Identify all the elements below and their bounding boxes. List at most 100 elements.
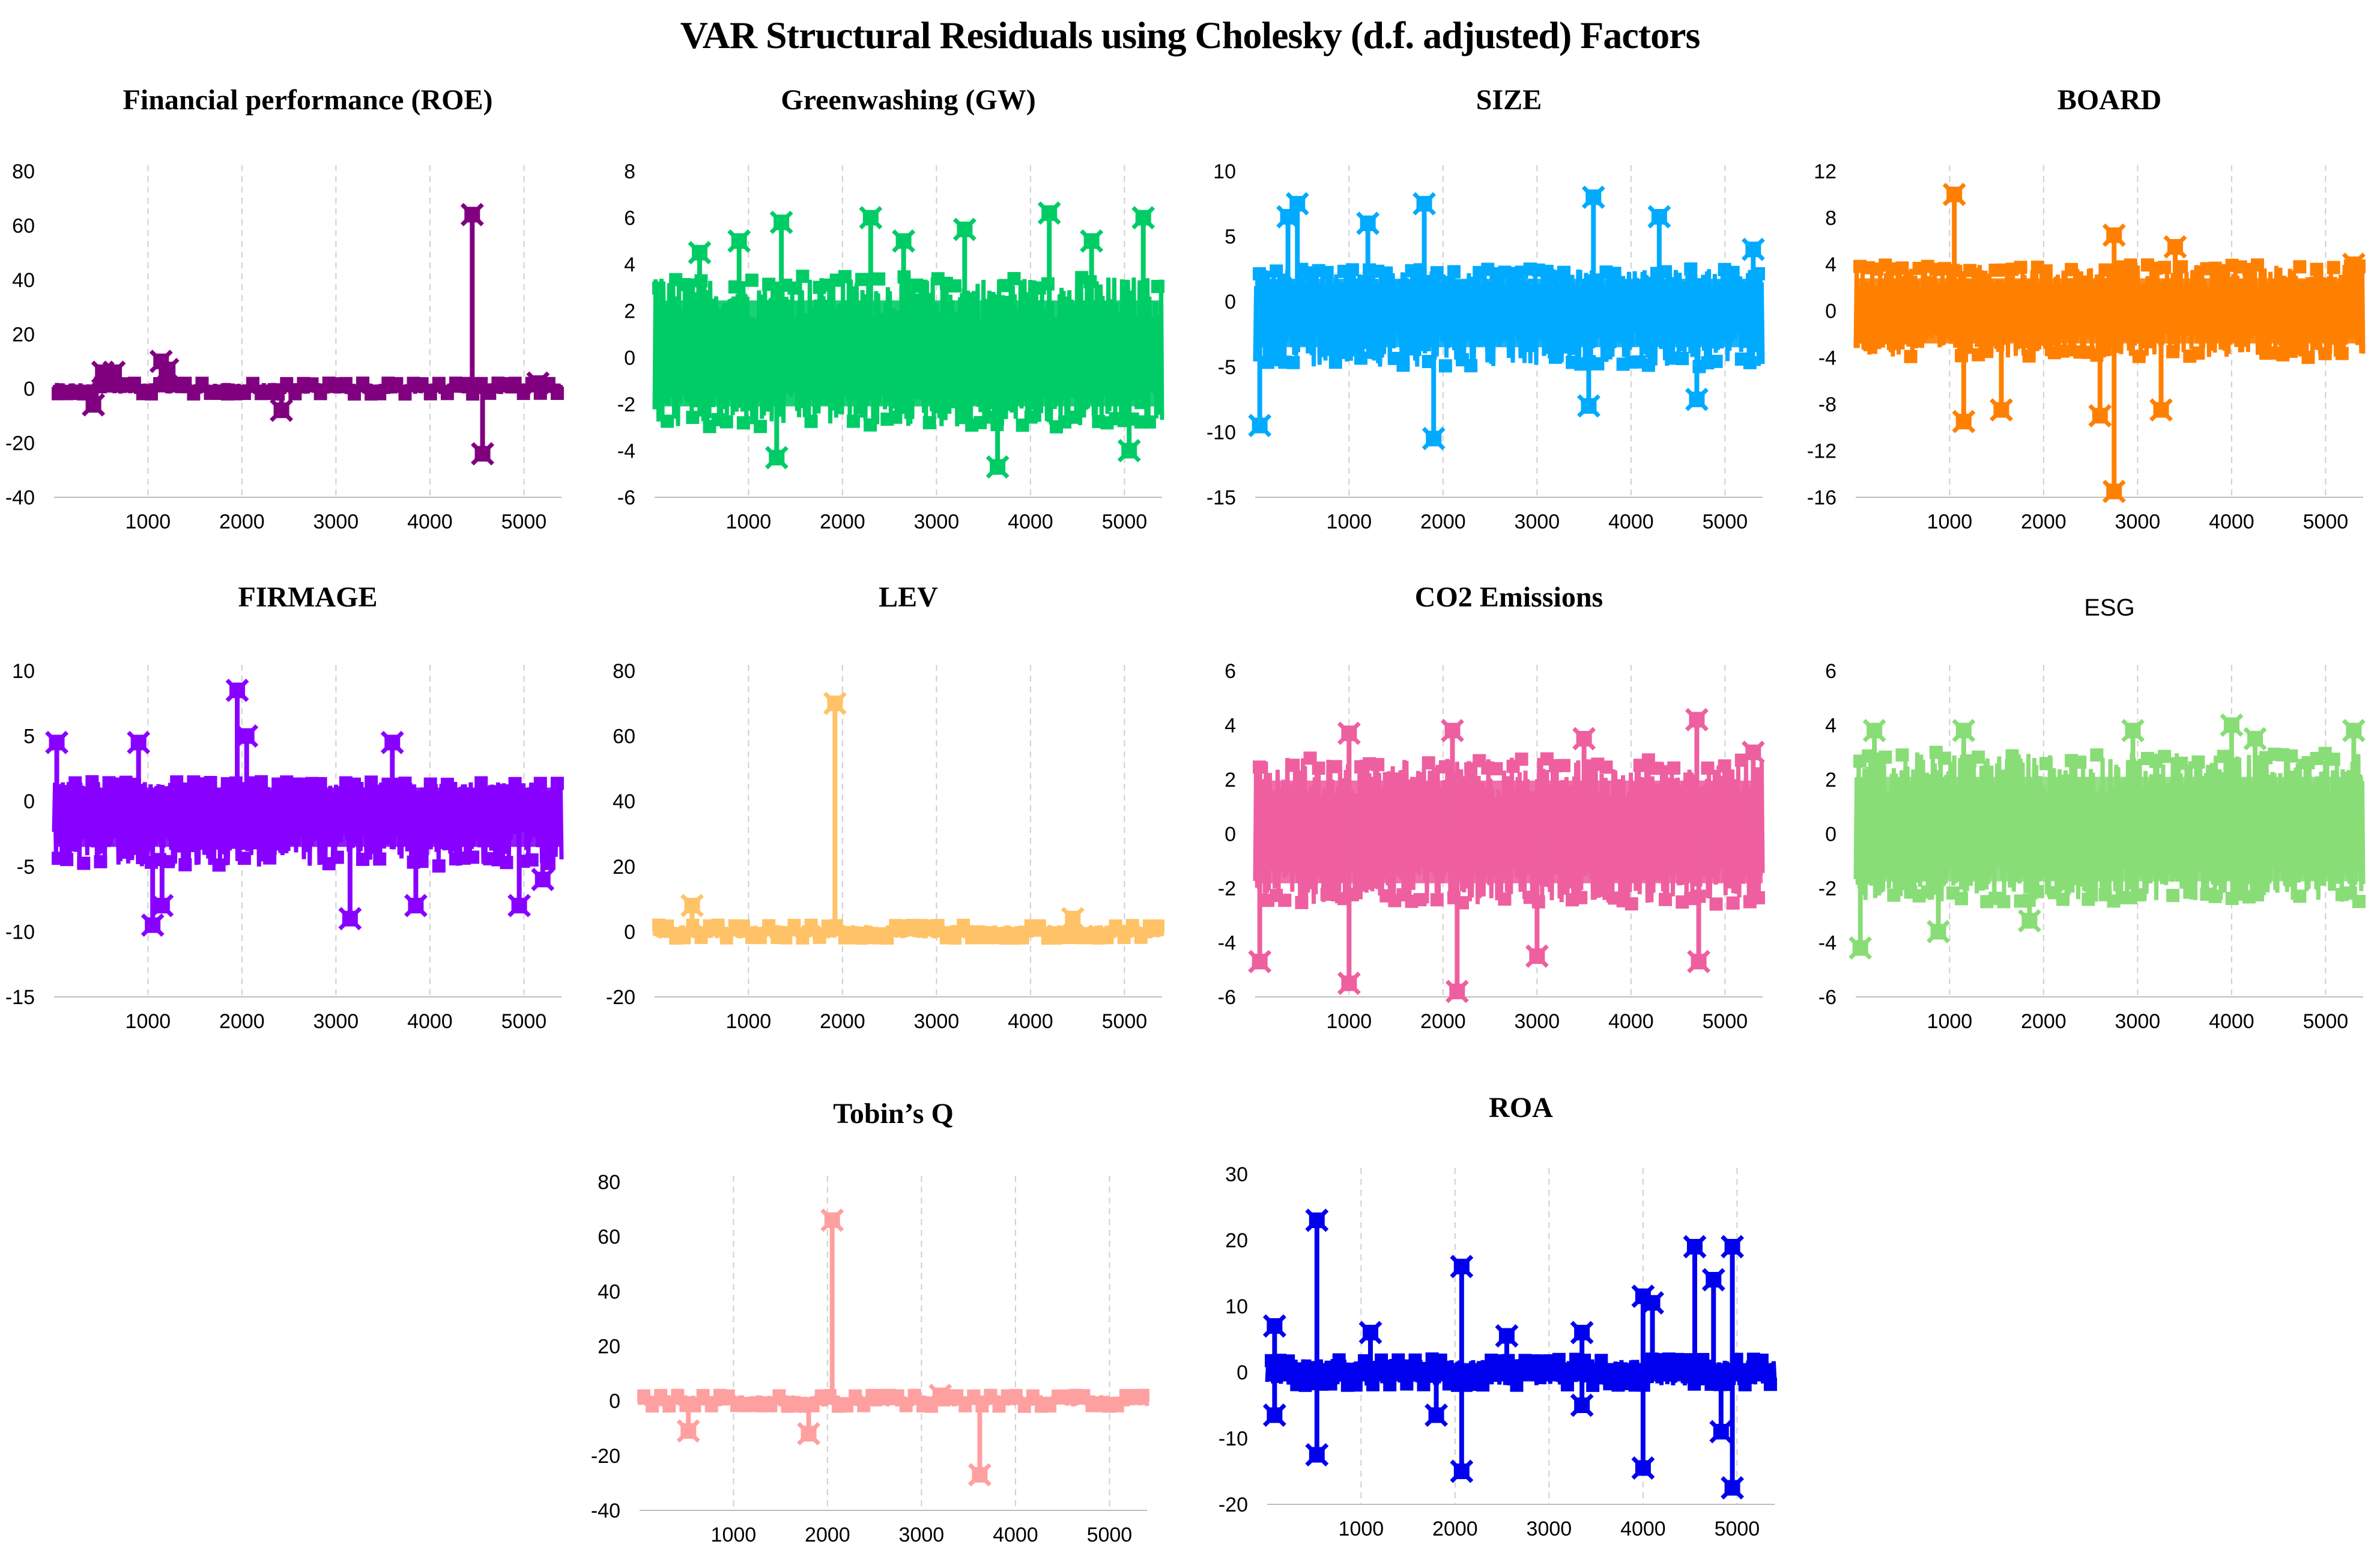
series-marker [1599, 760, 1613, 774]
series-marker [313, 776, 327, 790]
data-point-marker [1450, 1459, 1474, 1483]
series-marker [1379, 266, 1393, 280]
series-marker [662, 1399, 676, 1413]
series-marker [924, 1399, 938, 1413]
y-tick-label: 5 [1225, 226, 1236, 249]
y-tick-label: 20 [1225, 1229, 1248, 1252]
series-marker [1641, 359, 1655, 372]
series-marker [1540, 264, 1554, 278]
series-marker [1413, 263, 1427, 277]
x-tick-label: 3000 [313, 1010, 359, 1033]
series-marker [2175, 757, 2188, 770]
series-marker [779, 931, 793, 945]
x-tick-label: 3000 [313, 510, 359, 533]
series-marker [992, 1399, 1006, 1413]
residual-density-band [655, 300, 1162, 407]
data-point-marker [225, 679, 249, 703]
series-marker [373, 852, 387, 866]
series-marker [2352, 259, 2366, 273]
series-marker [550, 386, 564, 400]
series-marker [1721, 1378, 1735, 1391]
data-point-marker [1572, 727, 1596, 751]
series-marker [423, 387, 437, 401]
y-tick-label: 8 [1825, 207, 1836, 230]
series-marker [85, 775, 99, 789]
data-point-marker [765, 446, 789, 470]
series-marker [390, 377, 404, 390]
data-point-marker [986, 455, 1010, 479]
data-point-marker [2149, 398, 2173, 422]
y-tick-label: -5 [1218, 356, 1236, 379]
series-marker [1895, 748, 1909, 762]
y-tick-label: -40 [5, 486, 35, 509]
series-marker [1151, 919, 1164, 933]
series-marker [365, 775, 378, 789]
series-marker [686, 410, 700, 424]
x-tick-label: 3000 [2115, 1010, 2161, 1033]
data-point-marker [952, 217, 977, 241]
chart-panel-8: ESG 1000 2000 3000 4000 5000 -6 -4 -2 0 2 4 6 [1818, 595, 2366, 1033]
series-marker [2090, 348, 2104, 362]
residual-density-band [54, 787, 562, 847]
series-marker [1320, 265, 1334, 279]
data-point-marker [2342, 719, 2366, 743]
series-marker [508, 776, 522, 790]
series-marker [1270, 264, 1283, 278]
y-tick-label: -2 [1218, 877, 1236, 900]
series-marker [1679, 1353, 1693, 1367]
series-marker [525, 853, 539, 867]
panel-title: ESG [2084, 595, 2134, 621]
series-marker [1763, 1378, 1777, 1391]
x-tick-label: 4000 [407, 1010, 453, 1033]
y-tick-label: -10 [1207, 421, 1236, 444]
y-tick-label: -4 [1818, 932, 1836, 955]
x-tick-label: 2000 [219, 1010, 265, 1033]
x-tick-label: 5000 [501, 1010, 547, 1033]
x-tick-label: 1000 [126, 1010, 171, 1033]
series-marker [356, 852, 370, 866]
data-point-marker [1862, 719, 1886, 743]
y-tick-label: -6 [1818, 986, 1836, 1009]
series-marker [637, 1389, 651, 1403]
y-tick-label: -20 [606, 986, 635, 1009]
data-point-marker [1248, 949, 1272, 973]
series-marker [957, 919, 970, 933]
x-tick-label: 4000 [1008, 510, 1053, 533]
series-marker [696, 1388, 710, 1402]
x-tick-label: 4000 [1620, 1518, 1666, 1540]
series-marker [1578, 1354, 1591, 1367]
y-tick-label: -15 [1207, 486, 1236, 509]
series-marker [2166, 345, 2180, 359]
series-marker [823, 1388, 837, 1402]
x-tick-label: 3000 [2115, 510, 2161, 533]
series-marker [857, 1399, 871, 1412]
series-marker [1955, 892, 1969, 906]
series-marker [1684, 262, 1698, 276]
series-marker [2250, 258, 2264, 272]
x-tick-label: 2000 [1432, 1518, 1478, 1540]
series-marker [1879, 750, 1892, 764]
panel-title: ROA [1489, 1092, 1553, 1124]
x-tick-label: 4000 [2209, 1010, 2254, 1033]
x-tick-label: 5000 [2303, 510, 2349, 533]
series-marker [652, 281, 666, 295]
y-tick-label: 12 [1814, 160, 1836, 183]
series-marker [1701, 761, 1715, 775]
series-marker [255, 775, 268, 789]
series-marker [872, 272, 886, 286]
series-marker [948, 279, 961, 293]
series-marker [1009, 1388, 1023, 1402]
data-point-marker [1413, 192, 1437, 216]
data-point-marker [507, 894, 531, 918]
data-point-marker [2243, 727, 2267, 751]
x-tick-label: 2000 [805, 1524, 850, 1546]
series-marker [864, 418, 877, 432]
x-tick-label: 2000 [219, 510, 265, 533]
series-marker [1688, 1377, 1701, 1391]
series-marker [2132, 350, 2146, 363]
series-marker [516, 387, 530, 401]
y-tick-label: 20 [613, 856, 635, 879]
series-marker [1422, 756, 1435, 770]
series-marker [772, 1389, 786, 1403]
data-point-marker [1685, 387, 1709, 411]
